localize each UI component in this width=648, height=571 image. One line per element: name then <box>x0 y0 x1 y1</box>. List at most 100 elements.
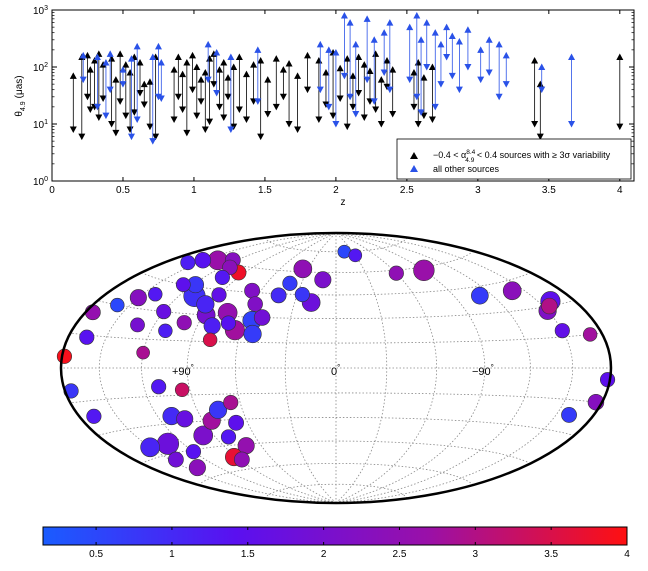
sky-source-marker <box>561 407 577 423</box>
variable-source-lower-marker <box>257 133 265 141</box>
variable-source-upper-marker <box>230 63 238 70</box>
variable-source-upper-marker <box>136 58 144 66</box>
colorbar-tick-label: 3.5 <box>544 549 558 560</box>
variable-source-upper-marker <box>366 67 374 75</box>
variable-source-lower-marker <box>95 114 103 122</box>
sky-label-0-deg: ° <box>337 363 340 372</box>
sky-outline <box>59 231 613 505</box>
variable-source-lower-marker <box>122 112 130 120</box>
sky-source-marker <box>196 295 215 314</box>
variable-source-upper-marker <box>242 70 250 78</box>
other-source-lower-marker <box>93 103 101 111</box>
sky-label-minus90-value: −90 <box>472 366 491 378</box>
other-source-upper-marker <box>455 38 463 45</box>
variable-source-lower-marker <box>197 98 205 105</box>
other-source-lower-marker <box>538 86 546 94</box>
sky-source-marker <box>237 437 255 455</box>
other-source-upper-marker <box>346 19 354 26</box>
variable-source-upper-marker <box>349 72 357 79</box>
legend-marker-black-triangle <box>410 152 418 159</box>
variable-source-lower-marker <box>224 93 232 101</box>
other-source-upper-marker <box>502 51 510 59</box>
sky-latitude-line <box>141 440 531 464</box>
top-x-tick-label: 0.5 <box>116 185 130 196</box>
top-y-axis-label-sub: 4.9 <box>20 101 27 111</box>
other-source-lower-marker <box>102 112 110 120</box>
other-source-upper-marker <box>485 36 493 43</box>
top-data-marks <box>69 12 624 145</box>
other-source-lower-marker <box>417 109 425 116</box>
other-source-lower-marker <box>485 69 493 77</box>
sky-source-marker <box>314 271 332 289</box>
sky-source-marker <box>202 332 218 348</box>
sky-source-marker <box>243 324 262 344</box>
variable-source-lower-marker <box>349 103 357 111</box>
variable-source-lower-marker <box>99 95 107 103</box>
other-source-lower-marker <box>325 103 333 111</box>
all-sky-map: +90° 0° −90° <box>56 231 616 505</box>
top-y-tick-label: 102 <box>33 62 48 74</box>
other-source-upper-marker <box>380 29 388 36</box>
top-x-tick-label: 1 <box>191 185 197 196</box>
variable-source-lower-marker <box>174 93 182 101</box>
variable-source-lower-marker <box>279 93 287 101</box>
sky-source-marker <box>156 432 180 455</box>
sky-source-marker <box>294 286 310 303</box>
sky-source-marker <box>175 277 191 292</box>
legend-box <box>396 138 632 180</box>
other-source-upper-marker <box>431 29 439 36</box>
sky-source-marker <box>194 251 212 269</box>
other-source-upper-marker <box>363 15 371 22</box>
sky-source-marker <box>388 265 404 281</box>
other-source-lower-marker <box>477 76 485 84</box>
variable-source-upper-marker <box>183 58 191 66</box>
sky-source-marker <box>413 259 435 282</box>
variable-source-lower-marker <box>179 106 187 113</box>
sky-longitude-line <box>335 233 388 503</box>
variable-source-upper-marker <box>86 66 94 73</box>
other-source-upper-marker <box>102 58 110 66</box>
top-y-tick-label: 103 <box>33 5 48 17</box>
variable-source-upper-marker <box>220 58 228 66</box>
sky-latitude-line <box>97 300 575 319</box>
other-source-upper-marker <box>119 66 127 73</box>
sky-longitude-line <box>284 233 337 503</box>
sky-source-marker <box>223 394 239 411</box>
variable-source-upper-marker <box>304 51 312 59</box>
other-source-lower-marker <box>363 76 371 84</box>
variable-source-lower-marker <box>235 106 243 113</box>
variable-source-lower-marker <box>315 116 323 123</box>
variable-source-lower-marker <box>126 126 134 134</box>
other-source-lower-marker <box>370 98 378 105</box>
variable-source-upper-marker <box>360 61 368 68</box>
other-source-lower-marker <box>386 86 394 94</box>
other-source-lower-marker <box>119 81 127 88</box>
sky-source-marker <box>84 304 101 321</box>
variable-source-upper-marker <box>116 50 124 57</box>
other-source-lower-marker <box>352 110 360 118</box>
variable-source-lower-marker <box>78 133 86 141</box>
variable-source-upper-marker <box>197 76 205 83</box>
variable-source-lower-marker <box>336 95 344 103</box>
sky-source-marker <box>247 296 263 312</box>
variable-source-lower-marker <box>294 126 302 134</box>
sky-source-marker <box>151 379 167 395</box>
variable-source-lower-marker <box>136 89 144 97</box>
other-source-upper-marker <box>423 19 431 26</box>
other-source-upper-marker <box>413 12 421 19</box>
other-source-upper-marker <box>254 46 262 53</box>
variable-source-lower-marker <box>355 89 363 97</box>
sky-source-marker <box>130 317 145 333</box>
variable-source-lower-marker <box>86 106 94 113</box>
variable-source-upper-marker <box>224 74 232 81</box>
variable-source-lower-marker <box>112 129 120 137</box>
variable-source-upper-marker <box>336 64 344 72</box>
other-source-lower-marker <box>154 93 162 101</box>
other-source-lower-marker <box>568 121 576 128</box>
sky-label-plus90-deg: ° <box>191 363 194 372</box>
legend-entry-other-sources: all other sources <box>433 164 500 174</box>
sky-label-0-value: 0 <box>331 366 337 378</box>
sky-label-plus90: +90° <box>172 363 194 378</box>
other-source-upper-marker <box>443 23 451 31</box>
other-source-upper-marker <box>340 12 348 19</box>
